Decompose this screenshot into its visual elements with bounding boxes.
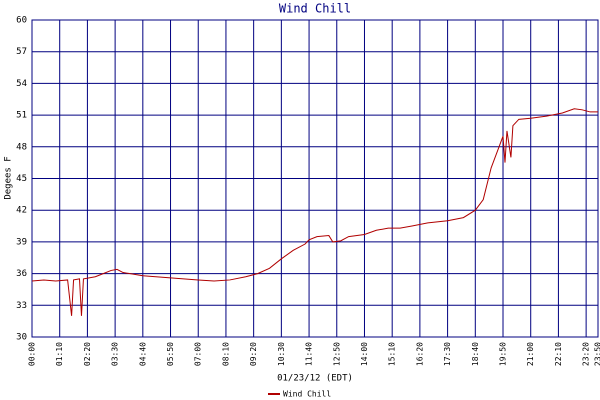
- x-tick-label: 04:40: [138, 342, 147, 366]
- x-tick-label: 05:50: [166, 342, 175, 366]
- x-tick-label: 08:10: [221, 342, 230, 366]
- x-tick-label: 14:00: [360, 342, 369, 366]
- x-axis-label: 01/23/12 (EDT): [277, 374, 353, 384]
- x-tick-label: 07:00: [194, 342, 203, 366]
- x-tick-label: 19:50: [499, 342, 508, 366]
- x-tick-label: 09:20: [249, 342, 258, 366]
- x-tick-label: 11:40: [305, 342, 314, 366]
- x-tick-label: 12:50: [332, 342, 341, 366]
- y-tick-label: 42: [16, 206, 27, 216]
- y-tick-label: 48: [16, 142, 27, 152]
- plot-border: [31, 19, 599, 338]
- x-tick-label: 21:00: [526, 342, 535, 366]
- x-tick-label: 23:50: [594, 342, 600, 366]
- x-tick-label: 15:10: [388, 342, 397, 366]
- y-tick-label: 30: [16, 333, 27, 343]
- legend-label: Wind Chill: [283, 390, 331, 399]
- data-line: [31, 108, 598, 316]
- y-tick-label: 36: [16, 269, 27, 279]
- y-tick-label: 45: [16, 174, 27, 184]
- chart-title: Wind Chill: [279, 2, 351, 16]
- x-tick-label: 00:00: [28, 342, 37, 366]
- y-tick-label: 39: [16, 237, 27, 247]
- x-tick-label: 23:20: [582, 342, 591, 366]
- x-tick-label: 03:30: [111, 342, 120, 366]
- y-tick-label: 51: [16, 111, 27, 121]
- y-tick-label: 54: [16, 79, 27, 89]
- y-axis-label: Degees F: [4, 156, 14, 199]
- x-tick-label: 17:30: [443, 342, 452, 366]
- x-tick-label: 16:20: [415, 342, 424, 366]
- x-tick-label: 18:40: [471, 342, 480, 366]
- y-tick-label: 60: [16, 16, 27, 26]
- y-tick-label: 57: [16, 47, 27, 57]
- x-tick-label: 10:30: [277, 342, 286, 366]
- y-tick-label: 33: [16, 301, 27, 311]
- x-tick-label: 02:20: [83, 342, 92, 366]
- x-tick-label: 01:10: [55, 342, 64, 366]
- x-tick-label: 22:10: [554, 342, 563, 366]
